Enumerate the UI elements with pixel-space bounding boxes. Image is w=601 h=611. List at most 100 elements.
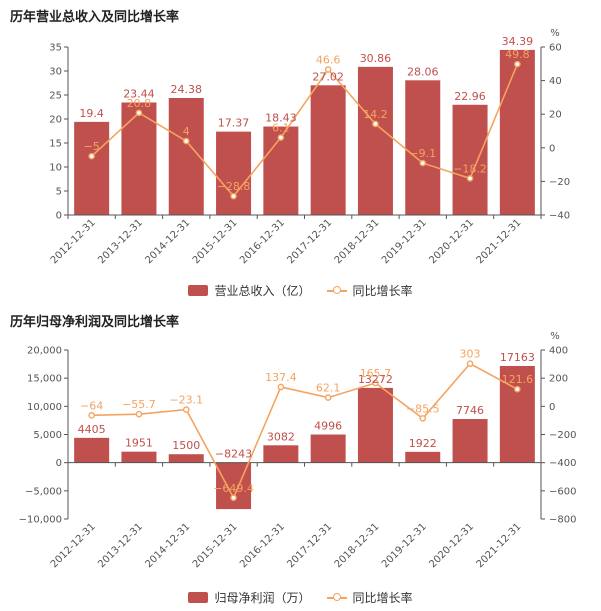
- growth-rate-line: [91, 63, 519, 198]
- profit-chart-panel: 历年归母净利润及同比增长率 −10,000 −5,000 0 5,000 10,000 1…: [0, 305, 601, 611]
- legend-line-label: 同比增长率: [352, 591, 413, 605]
- y-tick-label: 0: [56, 458, 62, 469]
- growth-rate-label: −9.1: [409, 147, 436, 160]
- bar: [121, 102, 157, 215]
- growth-rate-label: −649.4: [213, 482, 254, 495]
- y-tick-label: 35: [49, 43, 62, 54]
- chart-title: 历年归母净利润及同比增长率: [10, 315, 180, 330]
- bar: [168, 97, 204, 215]
- y-tick-label: 5: [56, 187, 62, 198]
- x-tick-label: 2018-12-31: [333, 521, 382, 570]
- x-tick-label: 2021-12-31: [475, 521, 524, 570]
- chart-legend[interactable]: 归母净利润（万） 同比增长率: [0, 589, 601, 606]
- growth-rate-label: 20.8: [127, 97, 152, 110]
- growth-rate-point: [182, 406, 190, 413]
- legend-line-swatch: [326, 285, 347, 296]
- growth-rate-label: 6.1: [272, 122, 290, 135]
- growth-rate-label: −64: [80, 399, 103, 412]
- revenue-chart-panel: 历年营业总收入及同比增长率 0 5 10 15 20 25 30 35 −40 −20 0 20 40 6…: [0, 0, 601, 301]
- y2-tick-label: −200: [549, 430, 576, 441]
- y2-tick-label: 0: [549, 402, 555, 413]
- y2-tick-label: −40: [549, 211, 570, 222]
- bar-value-label: 30.86: [360, 52, 392, 65]
- bar-value-label: 24.38: [171, 83, 203, 96]
- x-tick-label: 2012-12-31: [49, 521, 98, 570]
- x-tick-label: 2014-12-31: [143, 217, 192, 266]
- y2-tick-label: 20: [549, 110, 562, 121]
- legend-bar-label: 营业总收入（亿）: [214, 284, 311, 298]
- bar: [357, 66, 393, 215]
- growth-rate-point: [135, 410, 143, 418]
- y-tick-label: 5,000: [33, 430, 62, 441]
- growth-rate-point: [230, 192, 237, 200]
- y2-tick-label: 60: [549, 43, 562, 54]
- bar: [310, 85, 346, 215]
- bar: [452, 104, 488, 215]
- bar: [357, 387, 393, 463]
- growth-rate-point: [419, 159, 427, 167]
- y-tick-label: −10,000: [19, 515, 62, 526]
- y-tick-label: 15,000: [27, 374, 62, 385]
- y-tick-label: 20: [49, 115, 62, 126]
- legend-bar-swatch: [188, 592, 209, 603]
- x-tick-label: 2013-12-31: [96, 217, 145, 266]
- growth-rate-point: [277, 134, 285, 141]
- bar: [74, 437, 110, 463]
- x-tick-label: 2012-12-31: [49, 217, 98, 266]
- x-tick-label: 2019-12-31: [380, 521, 429, 570]
- legend-line-swatch: [326, 592, 347, 603]
- x-tick-label: 2017-12-31: [285, 521, 334, 570]
- chart-title: 历年营业总收入及同比增长率: [10, 10, 180, 25]
- bar-value-label: 4405: [78, 423, 106, 436]
- bar: [263, 445, 299, 463]
- y2-tick-label: 40: [549, 76, 562, 87]
- bar: [405, 80, 441, 215]
- x-tick-label: 2014-12-31: [143, 521, 192, 570]
- bar: [216, 131, 252, 215]
- y-tick-label: 10,000: [27, 402, 62, 413]
- growth-rate-point: [372, 120, 379, 128]
- growth-rate-label: 4: [183, 125, 190, 138]
- x-tick-label: 2018-12-31: [333, 217, 382, 266]
- chart-legend[interactable]: 营业总收入（亿） 同比增长率: [0, 282, 601, 299]
- revenue-chart-svg: 05101520253035−40−200204060%2012-12-3120…: [49, 28, 570, 266]
- growth-rate-point: [466, 360, 474, 367]
- bar: [74, 121, 110, 215]
- legend-bar-label: 归母净利润（万）: [214, 591, 311, 605]
- growth-rate-label: −23.1: [169, 394, 203, 407]
- y2-tick-label: −400: [549, 458, 576, 469]
- growth-rate-label: −5: [84, 140, 100, 153]
- growth-rate-point: [372, 379, 379, 387]
- growth-rate-line: [91, 362, 518, 500]
- bar: [121, 451, 157, 463]
- legend-line-label: 同比增长率: [352, 284, 413, 298]
- growth-rate-point: [182, 137, 190, 145]
- y2-tick-label: −800: [549, 515, 576, 526]
- x-tick-label: 2017-12-31: [285, 217, 334, 266]
- bar: [452, 419, 488, 463]
- bar-value-label: 27.02: [312, 70, 344, 83]
- bar-value-label: 28.06: [407, 65, 439, 78]
- growth-rate-label: 165.7: [360, 367, 392, 380]
- bar-value-label: 18.43: [265, 112, 297, 125]
- y-tick-label: −5,000: [25, 486, 62, 497]
- bar: [310, 434, 346, 463]
- growth-rate-point: [466, 175, 474, 182]
- growth-rate-label: 46.6: [316, 54, 341, 67]
- bar-value-label: 4996: [314, 420, 342, 433]
- x-tick-label: 2020-12-31: [427, 521, 476, 570]
- x-tick-label: 2019-12-31: [380, 217, 429, 266]
- growth-rate-label: 137.4: [265, 371, 297, 384]
- bar-value-label: 13272: [358, 373, 393, 386]
- growth-rate-label: 14.2: [363, 108, 388, 121]
- y2-unit-label: %: [550, 28, 560, 39]
- y-tick-label: 15: [49, 139, 62, 150]
- growth-rate-point: [135, 109, 143, 117]
- bar-value-label: 1922: [409, 437, 437, 450]
- bar-value-label: 23.44: [123, 87, 155, 100]
- growth-rate-label: 303: [460, 348, 481, 361]
- y2-unit-label: %: [550, 331, 560, 342]
- x-tick-label: 2013-12-31: [96, 521, 145, 570]
- x-tick-label: 2016-12-31: [238, 521, 287, 570]
- y-tick-label: 0: [56, 211, 62, 222]
